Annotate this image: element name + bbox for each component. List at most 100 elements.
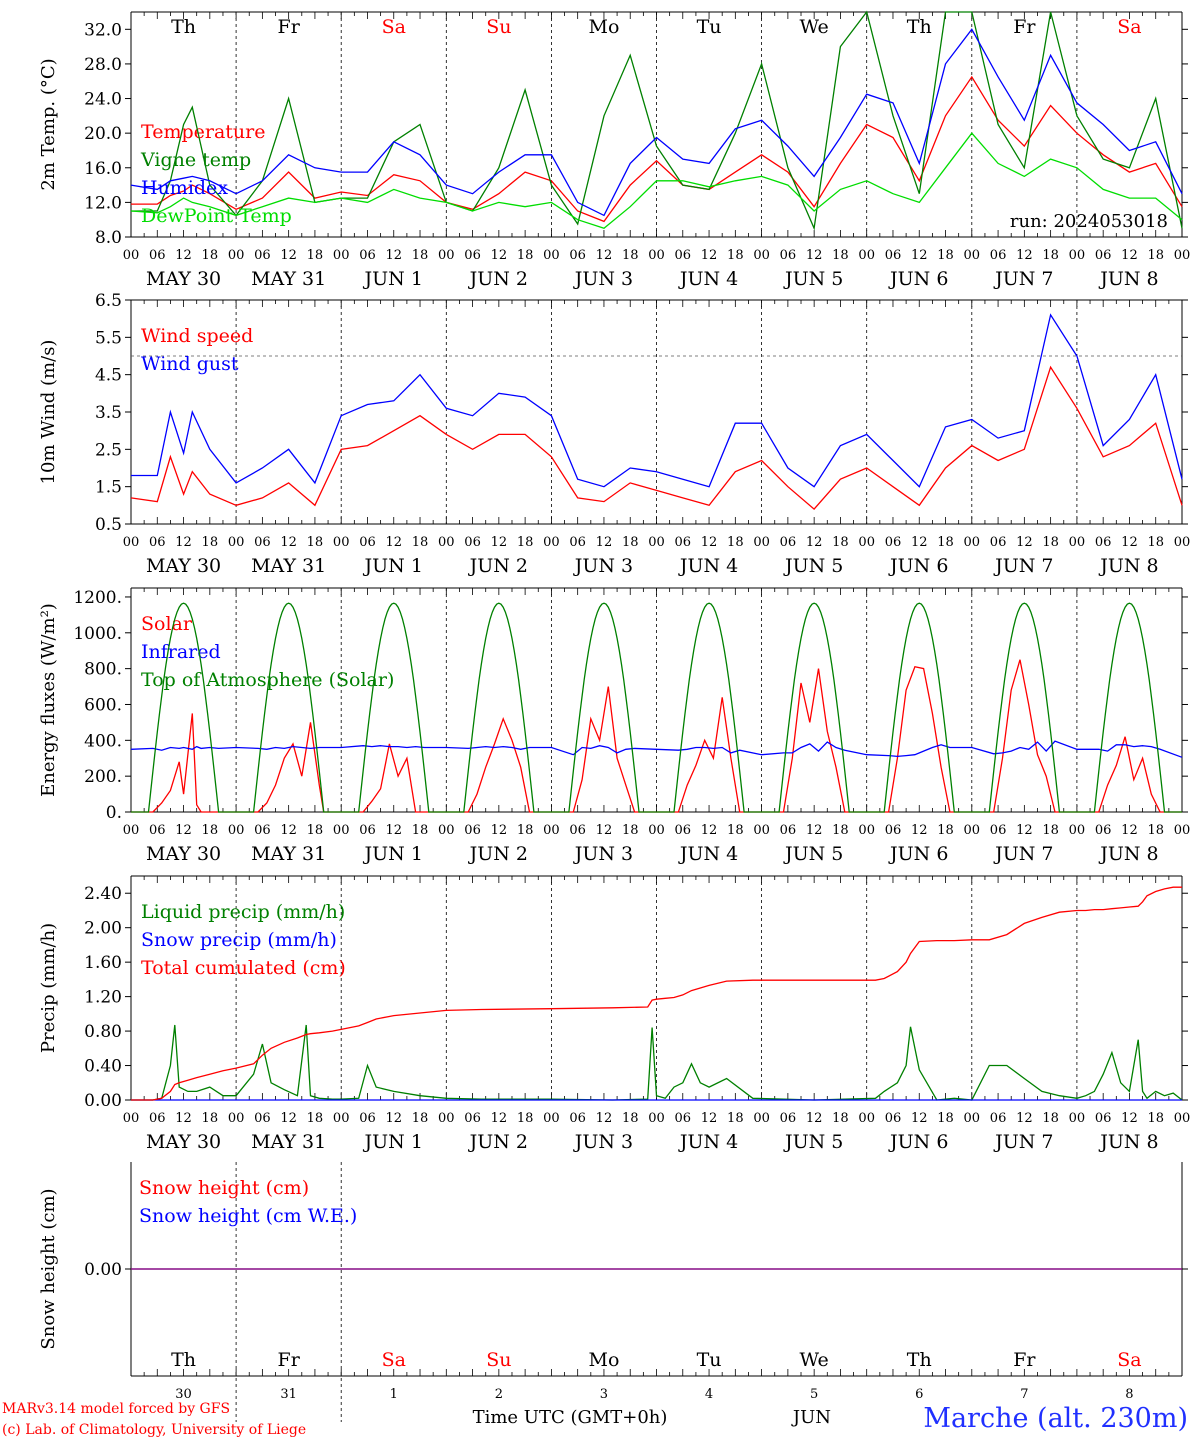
weekday-label: Mo bbox=[588, 1349, 619, 1371]
y-tick-label: 0.80 bbox=[84, 1022, 122, 1042]
legend-entry: Snow height (cm) bbox=[139, 1177, 309, 1199]
hour-tick-label: 12 bbox=[806, 823, 823, 838]
hour-tick-label: 12 bbox=[1016, 248, 1033, 263]
y-tick-label: 4.5 bbox=[95, 366, 122, 386]
hour-tick-label: 12 bbox=[1121, 1111, 1138, 1126]
legend-entry: Top of Atmosphere (Solar) bbox=[141, 669, 394, 691]
hour-tick-label: 06 bbox=[990, 1111, 1007, 1126]
y-tick-label: 16.0 bbox=[84, 159, 122, 179]
hour-tick-label: 06 bbox=[885, 248, 902, 263]
legend-entry: Snow precip (mm/h) bbox=[141, 929, 337, 951]
hour-tick-label: 12 bbox=[280, 535, 297, 550]
hour-tick-label: 06 bbox=[780, 1111, 797, 1126]
hour-tick-label: 12 bbox=[280, 248, 297, 263]
y-axis-label: 2m Temp. (°C) bbox=[38, 58, 59, 190]
hour-tick-label: 18 bbox=[622, 248, 639, 263]
hour-tick-label: 00 bbox=[648, 248, 665, 263]
hour-tick-label: 00 bbox=[228, 1111, 245, 1126]
legend-entry: Humidex bbox=[141, 177, 228, 199]
y-tick-label: 2.00 bbox=[84, 919, 122, 939]
hour-tick-label: 18 bbox=[622, 1111, 639, 1126]
hour-tick-label: 00 bbox=[438, 535, 455, 550]
hour-tick-label: 12 bbox=[175, 1111, 192, 1126]
date-label: JUN 5 bbox=[783, 268, 843, 290]
day-number-label: 5 bbox=[810, 1387, 818, 1402]
hour-tick-label: 18 bbox=[202, 823, 219, 838]
day-number-label: 2 bbox=[495, 1387, 503, 1402]
hour-tick-label: 00 bbox=[333, 248, 350, 263]
hour-tick-label: 00 bbox=[1174, 823, 1191, 838]
x-minor-ticks bbox=[130, 1369, 1183, 1376]
hour-tick-label: 12 bbox=[701, 535, 718, 550]
legend-entry: Snow height (cm W.E.) bbox=[139, 1205, 357, 1227]
y-tick-label: 6.5 bbox=[95, 291, 122, 311]
date-label: MAY 31 bbox=[251, 555, 326, 577]
y-axis-label: Energy fluxes (W/m²) bbox=[38, 603, 59, 797]
hour-tick-label: 00 bbox=[858, 535, 875, 550]
hour-tick-label: 06 bbox=[464, 248, 481, 263]
hour-tick-label: 18 bbox=[937, 248, 954, 263]
hour-tick-label: 18 bbox=[622, 535, 639, 550]
hour-tick-label: 12 bbox=[280, 1111, 297, 1126]
day-number-label: 8 bbox=[1125, 1387, 1133, 1402]
weekday-label: Tu bbox=[697, 1349, 722, 1371]
hour-tick-label: 06 bbox=[149, 535, 166, 550]
panel-1: 8.0 12.0 16.0 20.0 24.0 28.0 32.0 2m Temp. (°C)… bbox=[38, 10, 1190, 290]
hour-tick-label: 18 bbox=[727, 248, 744, 263]
date-label: MAY 30 bbox=[146, 843, 221, 865]
legend-entry: Temperature bbox=[141, 121, 265, 143]
hour-tick-label: 18 bbox=[727, 823, 744, 838]
date-label: JUN 3 bbox=[573, 268, 633, 290]
hour-tick-label: 12 bbox=[701, 1111, 718, 1126]
y-tick-label: 1.60 bbox=[84, 953, 122, 973]
legend-entry: Wind speed bbox=[141, 325, 253, 347]
date-label: JUN 6 bbox=[888, 843, 948, 865]
panel-3: 0. 200. 400. 600. 800. 1000. 1200. Energy fluxe… bbox=[38, 587, 1191, 865]
y-axis-label: Precip (mm/h) bbox=[38, 923, 59, 1053]
hour-tick-label: 18 bbox=[1147, 1111, 1164, 1126]
date-label: JUN 5 bbox=[783, 1131, 843, 1153]
date-label: JUN 8 bbox=[1098, 268, 1158, 290]
hour-tick-label: 06 bbox=[569, 535, 586, 550]
hour-tick-label: 12 bbox=[911, 1111, 928, 1126]
hour-tick-label: 12 bbox=[1121, 823, 1138, 838]
hour-tick-label: 00 bbox=[858, 248, 875, 263]
hour-tick-label: 06 bbox=[254, 1111, 271, 1126]
y-tick-label: 3.5 bbox=[95, 403, 122, 423]
weekday-label: We bbox=[800, 1349, 829, 1371]
hour-tick-label: 12 bbox=[596, 1111, 613, 1126]
hour-tick-label: 06 bbox=[464, 535, 481, 550]
hour-tick-label: 18 bbox=[202, 248, 219, 263]
hour-tick-label: 18 bbox=[307, 248, 324, 263]
y-axis-label: Snow height (cm) bbox=[38, 1188, 59, 1349]
hour-tick-label: 00 bbox=[333, 1111, 350, 1126]
hour-tick-label: 06 bbox=[359, 535, 376, 550]
hour-tick-label: 00 bbox=[543, 248, 560, 263]
hour-tick-label: 06 bbox=[1095, 248, 1112, 263]
month-label: JUN bbox=[791, 1407, 831, 1428]
series-line-1 bbox=[131, 659, 1182, 813]
hour-tick-label: 12 bbox=[1016, 535, 1033, 550]
hour-tick-label: 12 bbox=[806, 248, 823, 263]
hour-tick-label: 06 bbox=[254, 535, 271, 550]
hour-tick-label: 12 bbox=[701, 248, 718, 263]
hour-tick-label: 06 bbox=[254, 823, 271, 838]
hour-tick-label: 18 bbox=[1147, 248, 1164, 263]
hour-tick-label: 18 bbox=[1147, 823, 1164, 838]
credit-model: MARv3.14 model forced by GFS bbox=[2, 1401, 230, 1417]
date-label: JUN 1 bbox=[363, 1131, 423, 1153]
weekday-label: Sa bbox=[382, 16, 406, 38]
hour-tick-label: 12 bbox=[596, 823, 613, 838]
weekday-label: Fr bbox=[278, 16, 301, 38]
hour-tick-label: 00 bbox=[1069, 248, 1086, 263]
hour-tick-label: 12 bbox=[806, 1111, 823, 1126]
series-line-3 bbox=[130, 28, 1183, 217]
panel-2: 0.5 1.5 2.5 3.5 4.5 5.5 6.5 10m Wind (m/s) 00 06 1… bbox=[38, 291, 1190, 577]
hour-tick-label: 00 bbox=[228, 248, 245, 263]
hour-tick-label: 00 bbox=[1174, 1111, 1191, 1126]
y-tick-label: 1.5 bbox=[95, 478, 122, 498]
date-label: JUN 1 bbox=[363, 555, 423, 577]
y-tick-label: 400. bbox=[84, 731, 122, 751]
hour-tick-label: 00 bbox=[964, 535, 981, 550]
hour-tick-label: 18 bbox=[1042, 535, 1059, 550]
